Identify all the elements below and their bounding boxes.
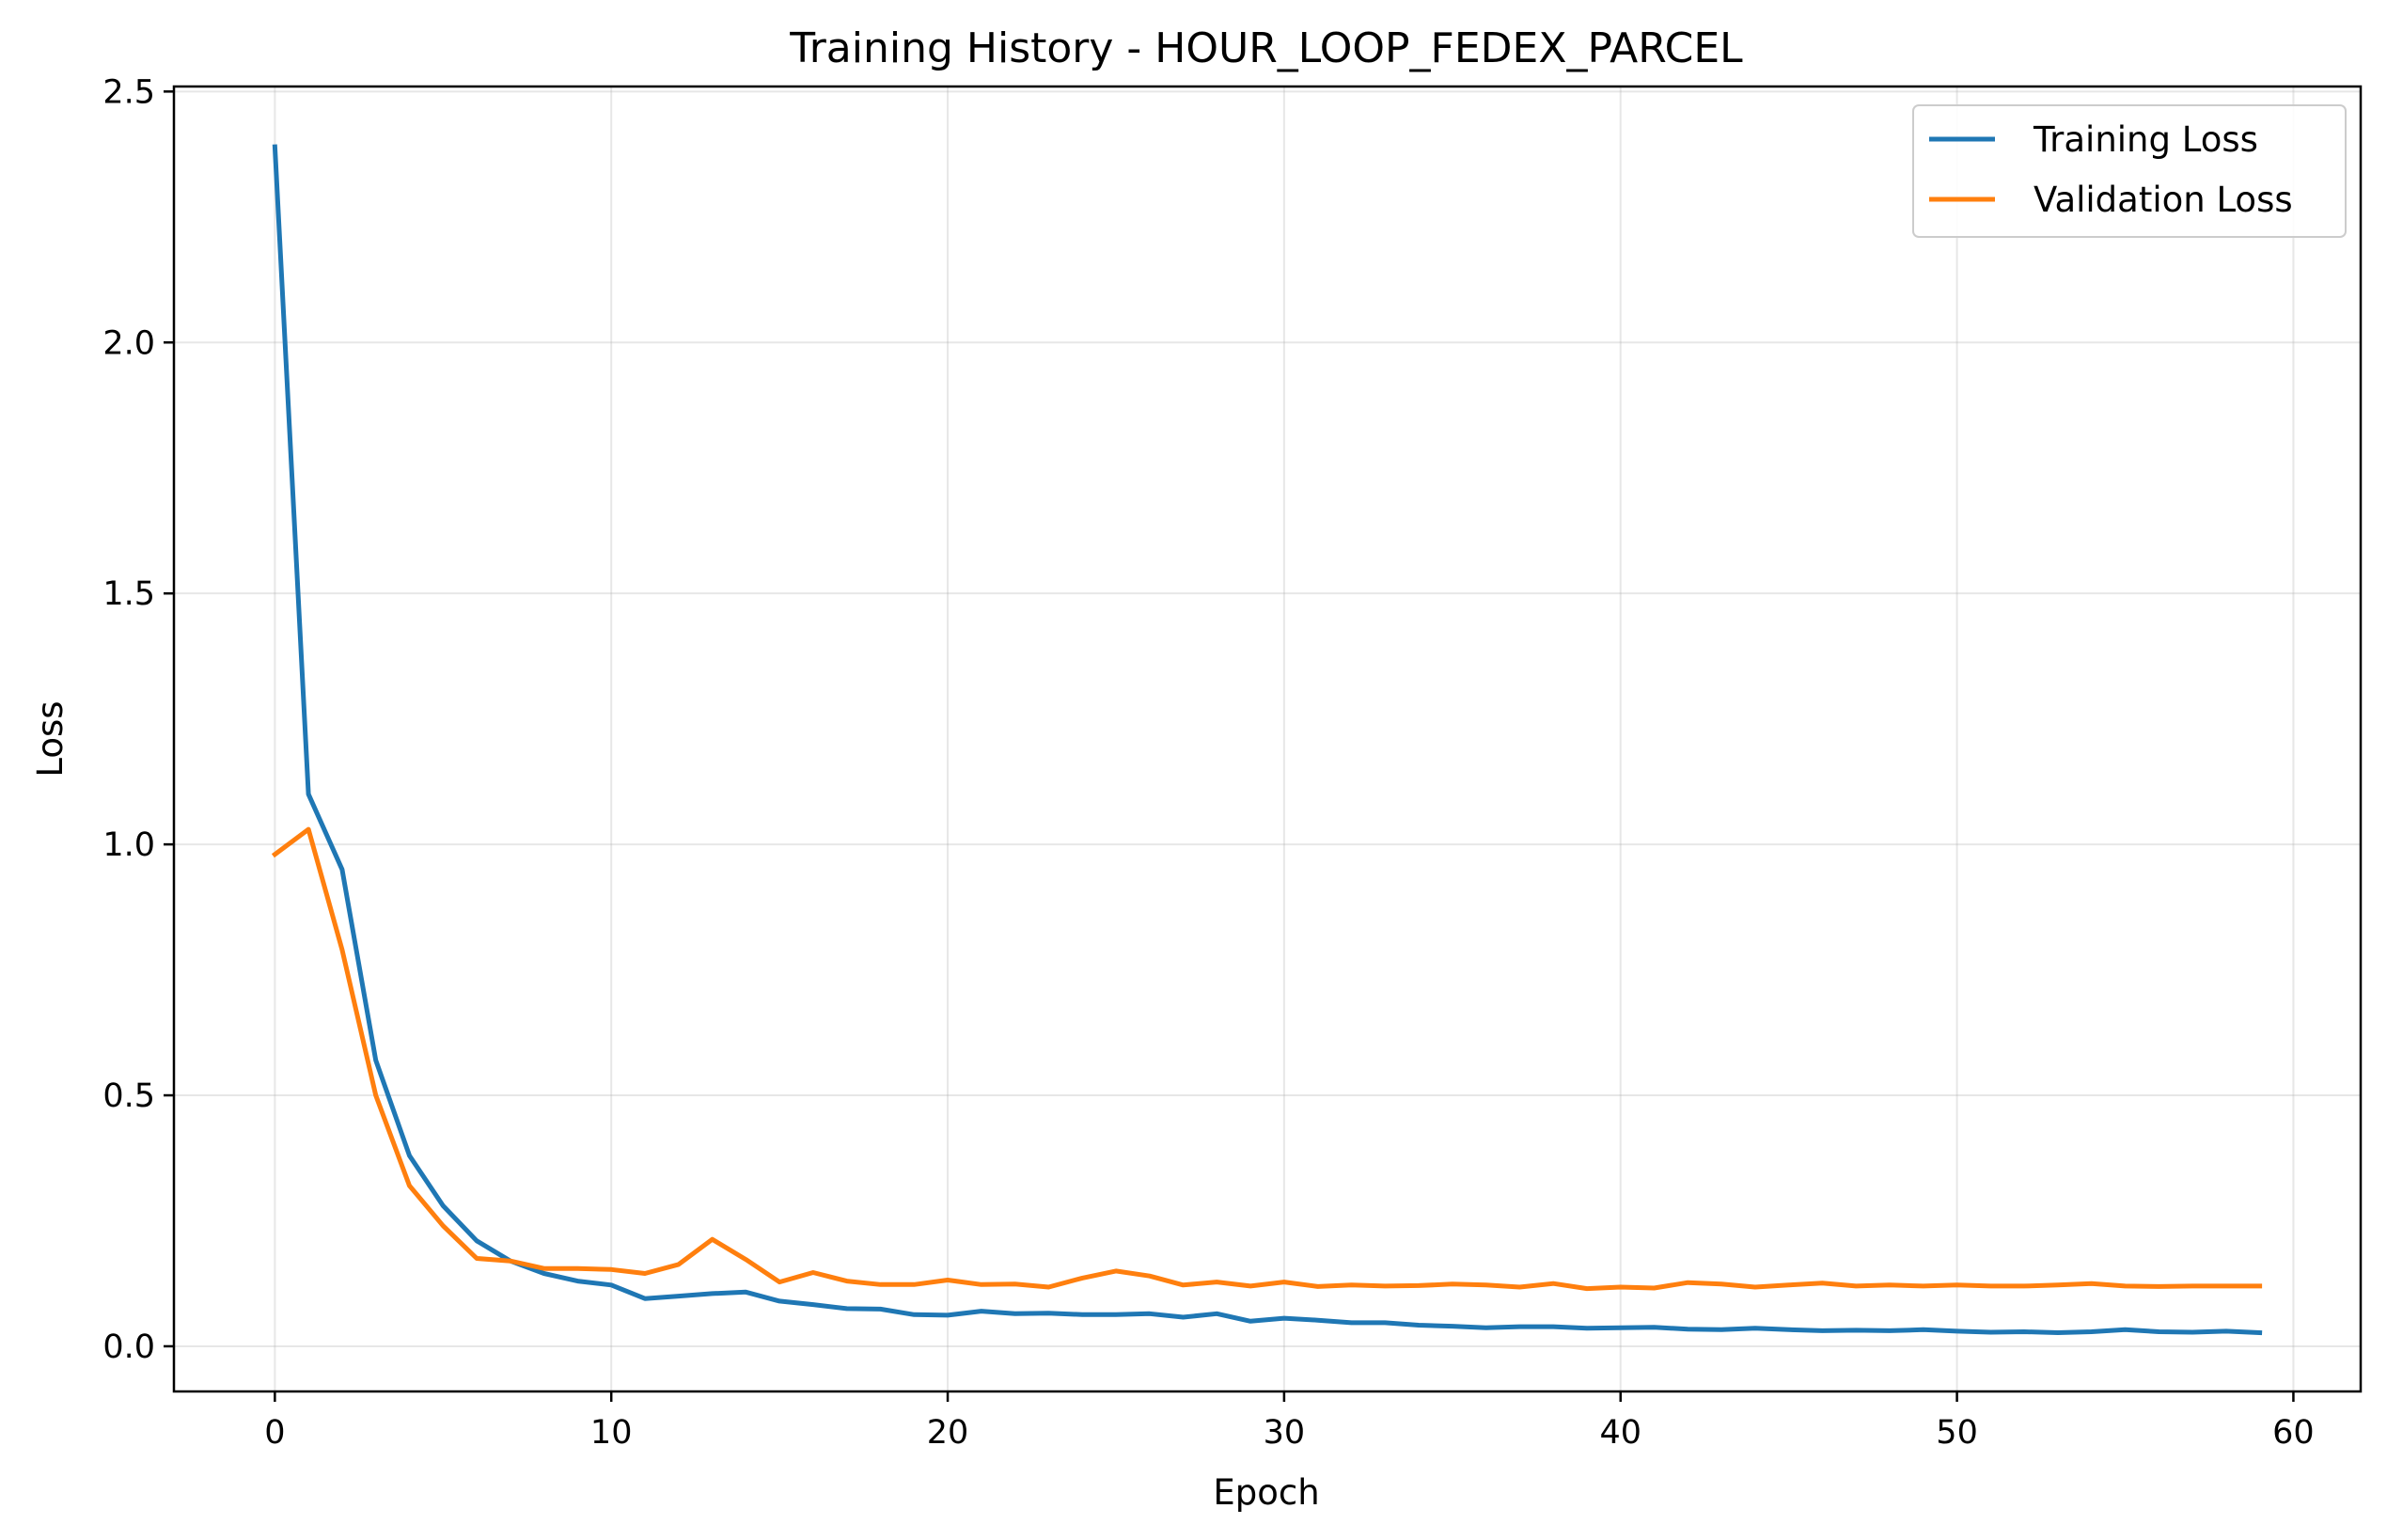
legend-box	[1912, 104, 2347, 238]
series-lines	[271, 144, 2263, 1336]
y-tick-label: 0.5	[102, 1077, 155, 1115]
series-line-validation-loss	[271, 826, 2263, 1292]
x-tick-label: 40	[1599, 1414, 1641, 1452]
plot-frame	[172, 85, 2363, 1393]
y-tick-label: 0.0	[102, 1328, 155, 1366]
x-tick-label: 0	[264, 1414, 285, 1452]
legend-label-training-loss: Training Loss	[2033, 119, 2258, 160]
y-tick-label: 2.0	[102, 324, 155, 362]
x-tick-label: 10	[590, 1414, 633, 1452]
x-axis-title: Epoch	[1213, 1472, 1319, 1513]
legend: Training Loss Validation Loss	[1912, 104, 2347, 238]
x-tick-label: 30	[1264, 1414, 1306, 1452]
y-axis-title: Loss	[30, 700, 71, 777]
y-tick-label: 2.5	[102, 73, 155, 111]
x-tick-label: 60	[2272, 1414, 2315, 1452]
x-tick-label: 50	[1936, 1414, 1978, 1452]
grid-lines	[174, 86, 2361, 1391]
y-tick-label: 1.5	[102, 575, 155, 613]
y-axis-ticks: 0.0 0.5 1.0 1.5 2.0 2.5	[102, 73, 174, 1366]
chart-title: Training History - HOUR_LOOP_FEDEX_PARCE…	[789, 24, 1743, 72]
legend-label-validation-loss: Validation Loss	[2034, 180, 2293, 220]
y-tick-label: 1.0	[102, 826, 155, 864]
x-tick-label: 20	[927, 1414, 969, 1452]
series-line-training-loss	[272, 144, 2263, 1336]
x-axis-ticks: 0 10 20 30 40 50 60	[264, 1391, 2315, 1452]
